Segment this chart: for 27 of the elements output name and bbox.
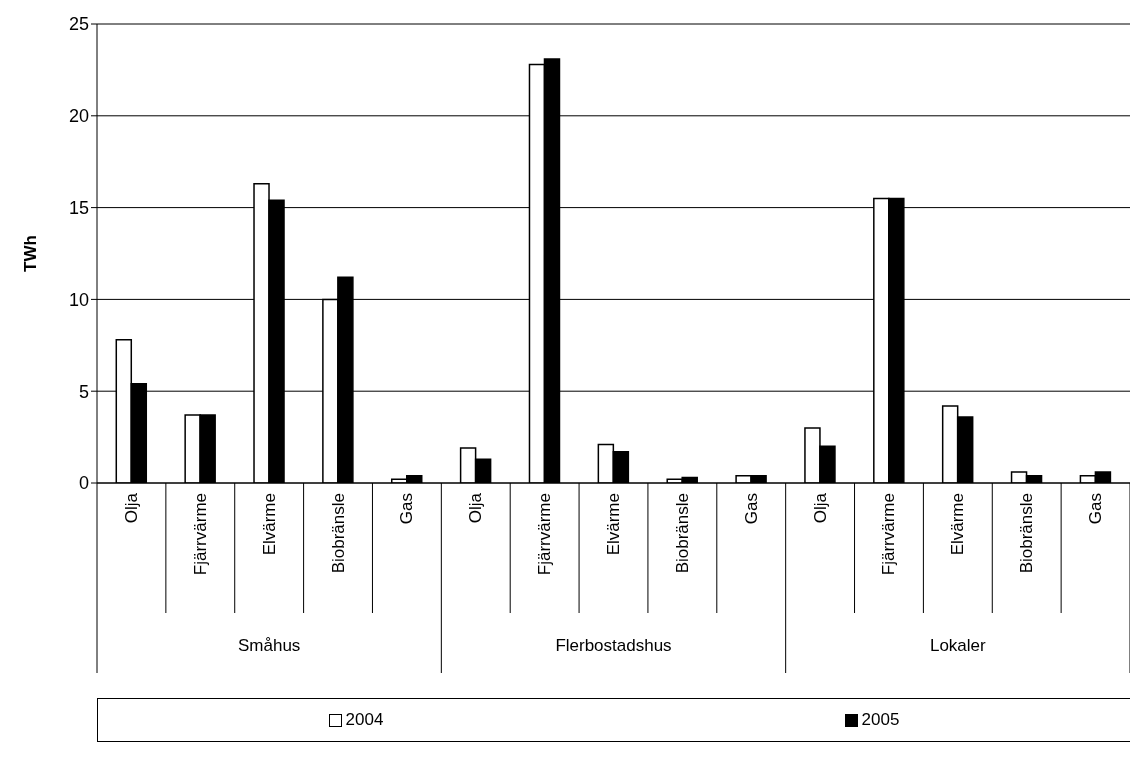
text: Lokaler (929, 636, 987, 655)
legend-label: 2005 (860, 710, 901, 730)
x-tick-label: Biobränsle (1017, 493, 1037, 574)
x-tick-label: Fjärrvärme (879, 493, 899, 576)
x-tick-label: Gas (741, 493, 761, 525)
text: Flerbostadshus (555, 636, 672, 655)
x-tick-label: Biobränsle (328, 493, 348, 574)
y-tick-label: 20 (68, 106, 89, 127)
x-tick-label: Fjärrvärme (535, 493, 555, 576)
x-tick-label: Olja (466, 492, 486, 524)
y-tick-label: 0 (78, 473, 89, 494)
y-tick-label: 15 (68, 197, 89, 218)
text: Småhus (237, 636, 301, 655)
x-tick-label: Gas (397, 493, 417, 525)
x-tick-label: Elvärme (604, 493, 623, 556)
x-tick-label: Fjärrvärme (190, 493, 210, 576)
y-tick-label: 25 (68, 14, 89, 35)
x-tick-label: Gas (1086, 493, 1106, 525)
x-tick-label: Elvärme (948, 493, 968, 556)
legend-label: 2004 (344, 710, 385, 730)
x-tick-label: Biobränsle (672, 493, 692, 574)
y-tick-label: 10 (68, 289, 89, 310)
y-tick-label: 5 (78, 381, 89, 402)
x-tick-label: Olja (810, 492, 830, 524)
x-tick-label: Elvärme (259, 493, 279, 556)
x-tick-label: Olja (121, 492, 141, 524)
y-axis-title: TWh (21, 235, 41, 272)
